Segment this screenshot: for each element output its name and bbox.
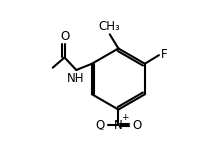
- Text: N: N: [114, 119, 123, 132]
- Text: O: O: [132, 119, 141, 132]
- Text: CH₃: CH₃: [99, 20, 120, 33]
- Text: O: O: [61, 30, 70, 43]
- Text: +: +: [121, 113, 129, 122]
- Text: ⁻: ⁻: [98, 128, 104, 138]
- Text: F: F: [160, 48, 167, 61]
- Text: O: O: [95, 119, 105, 132]
- Text: NH: NH: [67, 72, 84, 85]
